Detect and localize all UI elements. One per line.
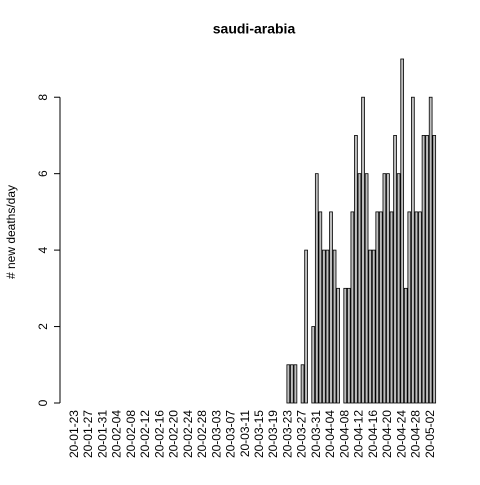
bar [322, 249, 326, 404]
bar [350, 211, 355, 404]
y-tick-label: 2 [36, 323, 50, 330]
y-tick-label: 4 [36, 246, 50, 253]
x-tick-label: 20-01-23 [67, 410, 81, 458]
bar [371, 249, 376, 404]
bar [314, 173, 319, 404]
x-tick-label: 20-04-08 [337, 410, 351, 458]
x-tick-label: 20-02-16 [152, 410, 166, 458]
bar [293, 364, 298, 404]
y-tick-label: 6 [36, 170, 50, 177]
x-tick-label: 20-02-20 [167, 410, 181, 458]
bar [368, 249, 372, 404]
bar [379, 211, 383, 404]
bar [407, 211, 412, 404]
y-tick-label: 8 [36, 94, 50, 101]
bar [318, 211, 323, 404]
y-axis-label: # new deaths/day [4, 185, 18, 279]
chart-title: saudi-arabia [213, 21, 296, 37]
x-tick-label: 20-03-27 [295, 410, 309, 458]
x-tick-label: 20-03-23 [280, 410, 294, 458]
bar [364, 173, 369, 404]
x-tick-label: 20-03-15 [252, 410, 266, 458]
bar [336, 287, 340, 404]
bar [403, 287, 408, 404]
bar [382, 173, 387, 404]
bar [354, 135, 358, 404]
x-tick-label: 20-03-07 [224, 410, 238, 458]
bar [432, 135, 437, 404]
x-tick-label: 20-04-12 [352, 410, 366, 458]
bar [300, 364, 305, 404]
x-tick-label: 20-02-04 [110, 410, 124, 458]
bar [428, 96, 433, 404]
bar [311, 326, 316, 404]
x-tick-label: 20-04-16 [366, 410, 380, 458]
bar [357, 173, 362, 404]
bar [386, 173, 390, 404]
y-tick-label: 0 [36, 399, 50, 406]
x-tick-label: 20-02-24 [181, 410, 195, 458]
bar [361, 96, 365, 404]
bar [414, 211, 419, 404]
x-tick-label: 20-02-12 [138, 410, 152, 458]
bar [400, 58, 405, 404]
bar [396, 173, 401, 404]
x-tick-label: 20-03-19 [266, 410, 280, 458]
x-tick-label: 20-04-04 [323, 410, 337, 458]
x-tick-label: 20-01-27 [81, 410, 95, 458]
bar [286, 364, 291, 404]
x-tick-label: 20-04-24 [394, 410, 408, 458]
bar [290, 364, 294, 404]
x-tick-label: 20-02-28 [195, 410, 209, 458]
bar [343, 287, 348, 404]
x-tick-label: 20-05-02 [423, 410, 437, 458]
bar [411, 96, 415, 404]
x-tick-label: 20-03-03 [209, 410, 223, 458]
x-tick-label: 20-03-11 [238, 410, 252, 457]
bar [425, 135, 429, 404]
bar [389, 211, 394, 404]
bar [325, 249, 330, 404]
bar [375, 211, 380, 404]
bar [332, 249, 337, 404]
x-tick-label: 20-02-08 [124, 410, 138, 458]
bar [304, 249, 308, 404]
bar [393, 135, 397, 404]
x-tick-label: 20-01-31 [95, 410, 109, 458]
x-tick-label: 20-03-31 [309, 410, 323, 458]
x-tick-label: 20-04-20 [380, 410, 394, 458]
bar [418, 211, 422, 404]
bar [421, 135, 426, 404]
x-tick-label: 20-04-28 [409, 410, 423, 458]
bar [346, 287, 351, 404]
bar [329, 211, 333, 404]
